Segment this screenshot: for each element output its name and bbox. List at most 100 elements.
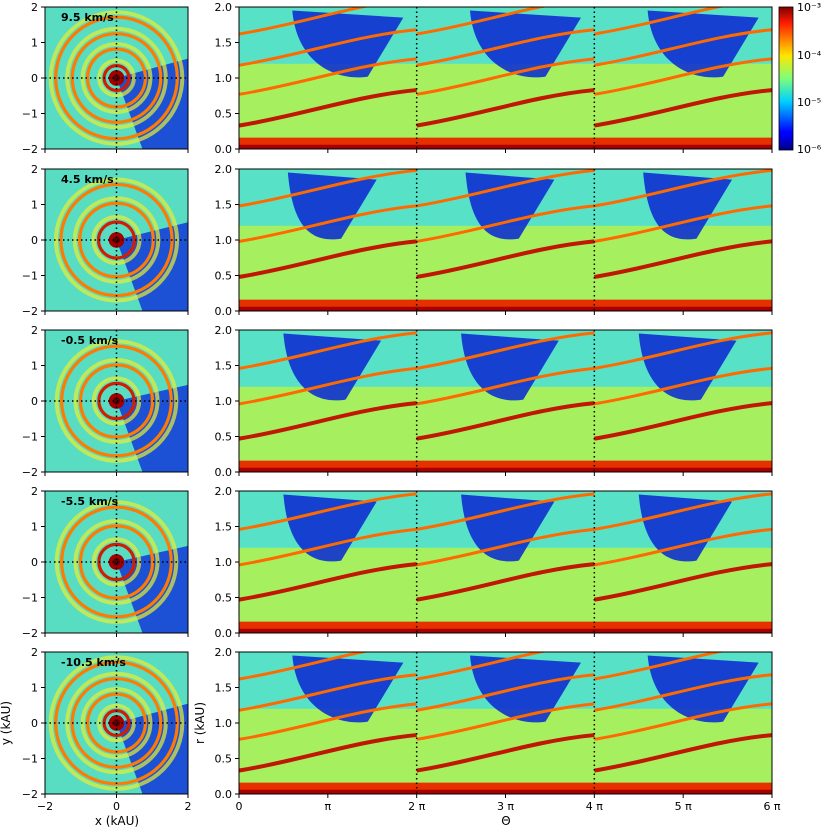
polar-panel-0: 2.0 1.5 1.0 0.5 0.0: [215, 1, 773, 156]
velocity-label: -10.5 km/s: [61, 656, 126, 669]
map-arm-ring: [97, 542, 136, 582]
polar-arm-ridge: [594, 57, 772, 96]
polar-low-intensity-lobe: [638, 494, 733, 562]
polar-y-tick-label: 1.5: [215, 199, 233, 212]
polar-arm-ridge: [416, 492, 595, 531]
polar-inner-band: [239, 299, 772, 311]
polar-panel-3: 2.0 1.5 1.0 0.5 0.0: [215, 485, 773, 640]
polar-y-tick-label: 1.0: [215, 395, 233, 408]
left-y-axis-label: y (kAU): [0, 701, 13, 745]
map-y-tick-label: −2: [22, 788, 38, 801]
right-y-axis-label: r (kAU): [193, 702, 207, 744]
polar-low-intensity-lobe: [283, 494, 377, 562]
polar-arm-ridge: [594, 401, 772, 441]
polar-x-tick-label: 0: [236, 800, 243, 813]
colorbar-tick-1e-3: 10⁻³: [797, 1, 821, 14]
map-y-tick-label: 1: [31, 199, 38, 212]
map-arm-ring: [78, 524, 155, 600]
polar-inner-band: [239, 460, 772, 472]
polar-y-tick-label: 1.5: [215, 521, 233, 534]
polar-y-tick-label: 2.0: [215, 485, 233, 498]
polar-arm-ridge: [594, 702, 772, 741]
polar-low-intensity-lobe: [643, 172, 733, 240]
polar-y-tick-label: 0.0: [215, 305, 233, 318]
polar-arm-ridge: [594, 562, 772, 602]
polar-x-tick-label: 3 π: [497, 800, 514, 813]
polar-arm-ridge: [594, 239, 772, 279]
polar-x-tick-label: 6 π: [763, 800, 780, 813]
polar-y-tick-label: 1.5: [215, 37, 233, 50]
map-y-tick-label: −1: [22, 431, 38, 444]
polar-arm-ridge: [239, 652, 370, 681]
polar-arm-ridge: [594, 204, 772, 243]
map-panel-3: -5.5 km/s 2 1 0 −1 −2: [22, 485, 189, 640]
polar-inner-band: [239, 137, 772, 149]
map-arm-halo: [65, 671, 168, 775]
polar-arm-ridge: [239, 239, 417, 279]
map-x-tick-label: 2: [185, 800, 192, 813]
polar-core-band: [239, 789, 772, 794]
map-y-tick-label: 2: [31, 485, 38, 498]
polar-y-tick-label: 1.0: [215, 234, 233, 247]
polar-arm-ridge: [239, 401, 417, 441]
polar-y-tick-label: 0.5: [215, 431, 233, 444]
polar-arm-ridge: [239, 57, 417, 96]
velocity-label: -5.5 km/s: [61, 495, 119, 508]
map-y-tick-label: 1: [31, 521, 38, 534]
polar-x-tick-label: 2 π: [408, 800, 425, 813]
polar-panel-2: 2.0 1.5 1.0 0.5 0.0: [215, 324, 773, 479]
polar-y-tick-label: 1.0: [215, 556, 233, 569]
polar-core-band: [239, 144, 772, 149]
polar-arm-ridge: [416, 733, 595, 773]
polar-y-tick-label: 0.5: [215, 270, 233, 283]
polar-y-tick-label: 1.5: [215, 360, 233, 373]
polar-y-tick-label: 0.0: [215, 143, 233, 156]
polar-arm-ridge: [416, 169, 595, 208]
map-y-tick-label: 2: [31, 1, 38, 14]
map-y-tick-label: 0: [31, 717, 38, 730]
polar-arm-ridge: [594, 673, 772, 712]
map-x-tick-label: 0: [113, 800, 120, 813]
colorbar-tick-1e-4: 10⁻⁴: [797, 49, 822, 62]
map-y-tick-label: −2: [22, 143, 38, 156]
polar-x-tick-label: 4 π: [586, 800, 603, 813]
polar-arm-ridge: [416, 562, 595, 602]
colorbar: 10⁻³ 10⁻⁴ 10⁻⁵ 10⁻⁶: [778, 1, 822, 156]
polar-arm-ridge: [594, 652, 726, 681]
polar-low-intensity-lobe: [287, 172, 377, 240]
polar-inner-band: [239, 621, 772, 633]
polar-arm-ridge: [239, 331, 417, 370]
polar-arm-ridge: [594, 169, 772, 208]
polar-low-intensity-lobe: [638, 333, 737, 401]
map-core-inner: [112, 74, 121, 82]
map-arm-halo: [65, 26, 168, 130]
polar-arm-ridge: [416, 702, 595, 741]
polar-y-tick-label: 1.0: [215, 717, 233, 730]
polar-arm-ridge: [416, 673, 595, 712]
polar-arm-ridge: [594, 733, 772, 773]
map-core-inner: [112, 236, 121, 244]
polar-low-intensity-lobe: [647, 655, 759, 723]
polar-arm-ridge: [594, 366, 772, 406]
polar-y-tick-label: 0.5: [215, 592, 233, 605]
polar-y-tick-label: 0.5: [215, 753, 233, 766]
velocity-label: 4.5 km/s: [61, 173, 114, 186]
polar-low-intensity-lobe: [465, 172, 555, 240]
polar-core-band: [239, 628, 772, 633]
polar-arm-ridge: [239, 527, 417, 567]
polar-low-intensity-lobe: [461, 333, 559, 401]
map-y-tick-label: 1: [31, 682, 38, 695]
map-arm-halo: [91, 376, 142, 426]
velocity-label: 9.5 km/s: [61, 11, 114, 24]
map-y-tick-label: 2: [31, 646, 38, 659]
polar-y-tick-label: 1.5: [215, 682, 233, 695]
polar-x-tick-label: 5 π: [675, 800, 692, 813]
velocity-label: -0.5 km/s: [61, 334, 119, 347]
polar-low-intensity-lobe: [292, 655, 404, 723]
map-y-tick-label: 1: [31, 37, 38, 50]
polar-arm-ridge: [416, 88, 595, 128]
polar-arm-ridge: [416, 331, 595, 370]
polar-arm-ridge: [239, 562, 417, 602]
map-panel-2: -0.5 km/s 2 1 0 −1 −2: [22, 324, 189, 479]
